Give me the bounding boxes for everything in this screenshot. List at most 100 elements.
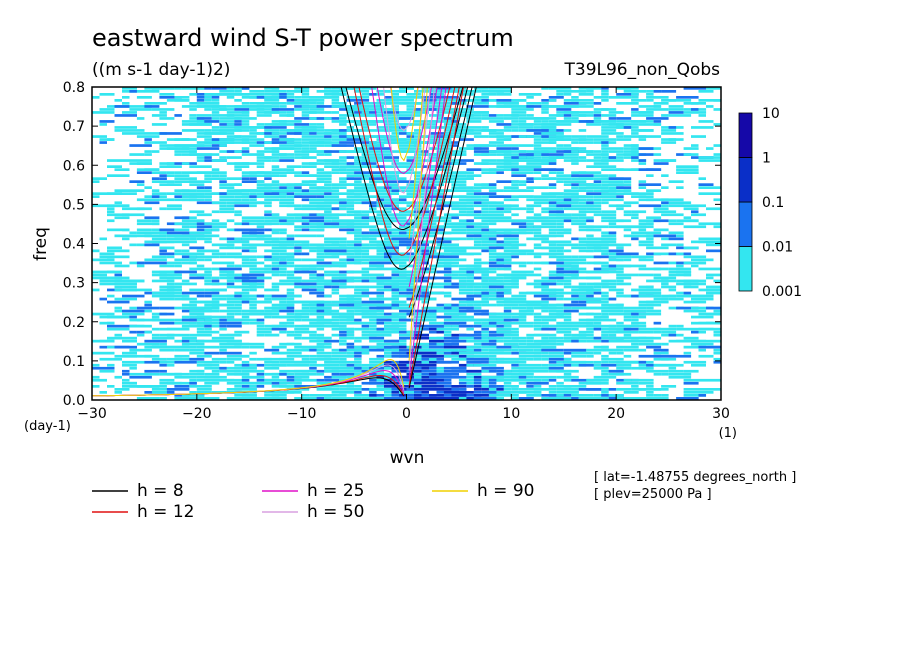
heat-cell [204,240,212,244]
heat-cell [631,315,639,319]
heat-cell [511,345,519,349]
heat-cell [518,189,534,192]
heat-cell [174,150,197,153]
heat-cell [286,165,302,168]
heat-cell [384,249,392,253]
heat-cell [249,267,272,271]
heat-cell [436,90,459,93]
heat-cell [488,114,497,117]
heat-cell [384,381,399,385]
heat-cell [286,363,310,367]
heat-cell [608,183,632,186]
heat-cell [571,174,594,177]
heat-cell [189,114,197,117]
heat-cell [451,309,459,313]
heat-cell [578,237,587,241]
heat-cell [646,394,654,397]
heat-cell [511,222,527,226]
colorbar-label: 0.001 [762,284,802,300]
heat-cell [451,385,467,388]
heat-cell [399,222,407,226]
heat-cell [571,291,579,295]
heat-cell [443,303,452,307]
heat-cell [219,144,227,147]
heat-cell [107,228,130,232]
heat-cell [226,300,250,304]
heat-cell [556,156,579,159]
heat-cell [623,210,632,214]
heat-cell [189,339,197,343]
heat-cell [556,369,579,373]
heat-cell [548,183,557,186]
heat-cell [488,394,512,397]
heat-cell [578,360,587,364]
heat-cell [683,285,692,289]
heat-cell [631,318,639,322]
heat-cell [563,309,579,313]
heat-cell [294,315,310,319]
heat-cell [361,126,370,129]
heat-cell [429,276,452,280]
heat-cell [481,276,504,280]
heat-cell [698,114,706,117]
heat-cell [92,204,115,208]
heat-cell [294,294,302,298]
heat-cell [196,330,220,334]
heat-cell [376,315,399,319]
heat-cell [414,264,422,268]
heat-cell [136,171,152,174]
heat-cell [653,153,662,156]
heat-cell [683,372,692,376]
heat-cell [249,129,257,132]
heat-cell [264,222,272,226]
heat-cell [346,303,355,307]
heat-cell [309,348,317,352]
heat-cell [211,378,235,382]
heat-cell [563,285,572,289]
heat-cell [114,285,122,289]
heat-cell [526,394,542,397]
heat-cell [144,258,167,262]
annotation-plev: [ plev=25000 Pa ] [594,487,712,502]
heat-cell [219,117,242,120]
heat-cell [526,210,534,214]
heat-cell [488,336,504,340]
heat-cell [488,189,504,192]
heat-cell [249,138,265,141]
heat-cell [466,363,474,367]
heat-cell [631,210,647,214]
heat-cell [264,378,287,382]
heat-cell [638,255,647,259]
heat-cell [586,225,609,229]
heat-cell [189,180,212,183]
heat-cell [436,264,452,268]
heat-cell [256,327,280,331]
heat-cell [578,102,594,105]
heat-cell [339,243,347,247]
heat-cell [683,294,692,298]
heat-cell [556,180,564,183]
heat-cell [399,273,414,277]
heat-cell [256,333,265,337]
heat-cell [324,141,340,144]
heat-cell [406,168,414,171]
heat-cell [316,397,325,400]
heat-cell [578,90,587,93]
heat-cell [271,306,295,310]
heat-cell [571,237,579,241]
heat-cell [511,165,519,168]
heat-cell [533,198,549,202]
heat-cell [234,291,250,295]
heat-cell [114,168,130,171]
heat-cell [399,315,407,319]
heat-cell [421,219,444,223]
heat-cell [616,303,624,307]
heat-cell [324,394,347,397]
heat-cell [376,174,399,177]
heat-cell [316,345,332,349]
heat-cell [443,105,452,108]
heat-cell [601,108,609,111]
heat-cell [436,270,452,274]
heat-cell [241,222,250,226]
heat-cell [136,159,152,162]
